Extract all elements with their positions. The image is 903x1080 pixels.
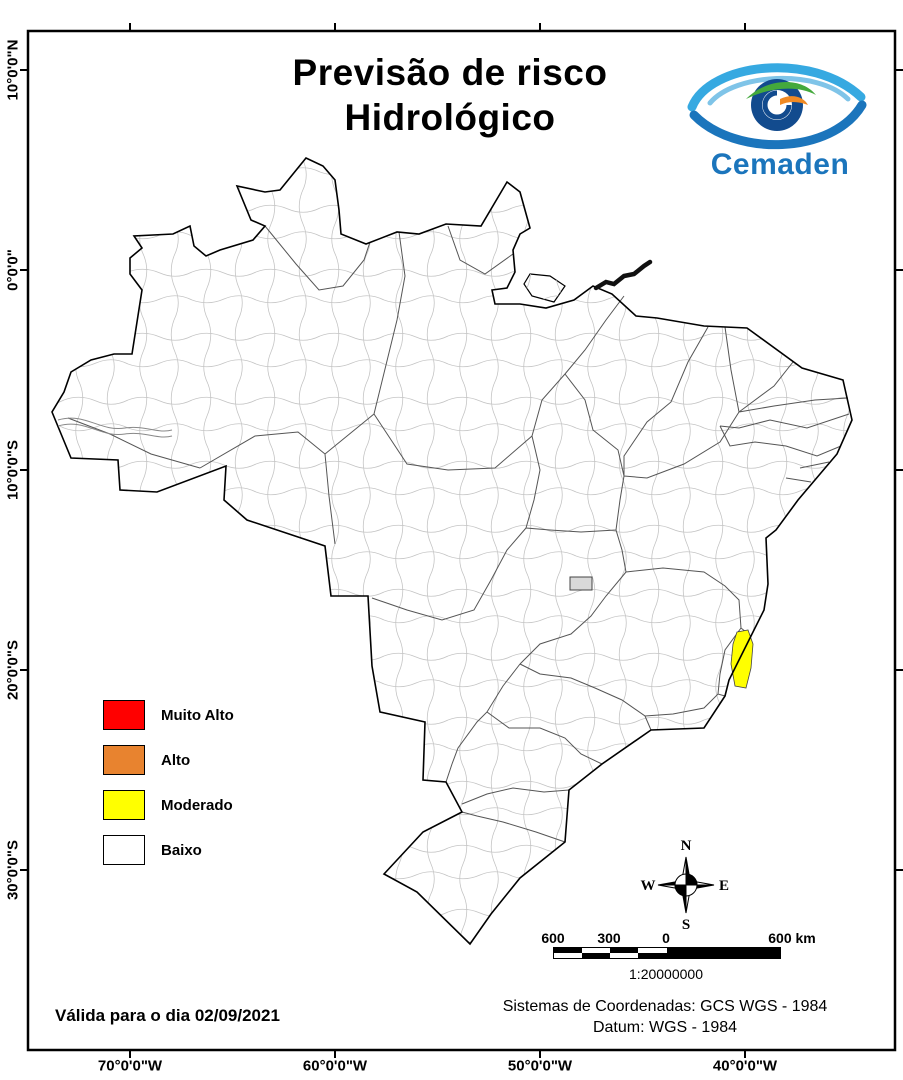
scale-label-left-600: 600: [541, 930, 565, 946]
amazon-river: [57, 417, 173, 438]
lon-label-40w: 40°0'0"W: [712, 1057, 778, 1075]
compass-s-label: S: [682, 917, 690, 932]
cemaden-logo-icon: [687, 63, 867, 150]
compass-rose: N S W E: [641, 838, 730, 932]
legend-swatch-alto: [103, 745, 145, 775]
crs-line2: Datum: WGS - 1984: [592, 1018, 738, 1036]
compass-e-label: E: [719, 878, 729, 894]
lat-label-20s: 20°0'0"S: [4, 639, 22, 701]
lon-label-70w: 70°0'0"W: [97, 1057, 163, 1075]
map-frame: [26, 29, 897, 1052]
page-title-line2: Hidrológico: [344, 97, 556, 139]
lat-label-10s: 10°0'0"S: [4, 439, 22, 501]
coordinate-system-text: Sistemas de Coordenadas: GCS WGS - 1984 …: [435, 997, 895, 1039]
compass-n-label: N: [681, 838, 692, 854]
page-title-line1: Previsão de risco: [292, 52, 608, 93]
compass-w-label: W: [641, 878, 656, 894]
legend-item-muito-alto: Muito Alto: [103, 700, 234, 730]
legend-label-moderado: Moderado: [161, 796, 233, 814]
lon-label-60w: 60°0'0"W: [302, 1057, 368, 1075]
scale-label-0: 0: [662, 930, 670, 946]
state-boundaries: [67, 225, 850, 843]
scale-ratio: 1:20000000: [629, 966, 703, 982]
legend-label-muito-alto: Muito Alto: [161, 706, 234, 724]
legend-item-alto: Alto: [103, 745, 190, 775]
lat-label-10n: 10°0'0"N: [4, 39, 22, 101]
legend-swatch-moderado: [103, 790, 145, 820]
lon-label-50w: 50°0'0"W: [507, 1057, 573, 1075]
marajo-mesh: [524, 274, 565, 302]
legend-label-alto: Alto: [161, 751, 191, 769]
axis-ticks: [20, 23, 903, 1058]
legend-label-baixo: Baixo: [161, 841, 202, 859]
legend-swatch-baixo: [103, 835, 145, 865]
legend-item-baixo: Baixo: [103, 835, 202, 865]
municipal-boundaries: [52, 158, 852, 944]
scale-label-300: 300: [597, 930, 621, 946]
lat-label-0: 0°0'0": [4, 249, 22, 291]
legend-item-moderado: Moderado: [103, 790, 233, 820]
page-title: Previsão de risco Hidrológico: [180, 50, 720, 140]
cemaden-logo-text: Cemaden: [710, 148, 850, 181]
crs-line1: Sistemas de Coordenadas: GCS WGS - 1984: [502, 998, 828, 1015]
lat-label-30s: 30°0'0"S: [4, 839, 22, 901]
validity-text: Válida para o dia 02/09/2021: [55, 1006, 280, 1025]
legend-swatch-muito-alto: [103, 700, 145, 730]
coastal-islands: [593, 259, 653, 291]
brazil-outline: [51, 157, 853, 946]
compass-star: [657, 856, 715, 914]
scale-label-right-600km: 600 km: [768, 930, 816, 946]
scale-bar: [553, 947, 781, 959]
df-boundary: [569, 576, 593, 591]
